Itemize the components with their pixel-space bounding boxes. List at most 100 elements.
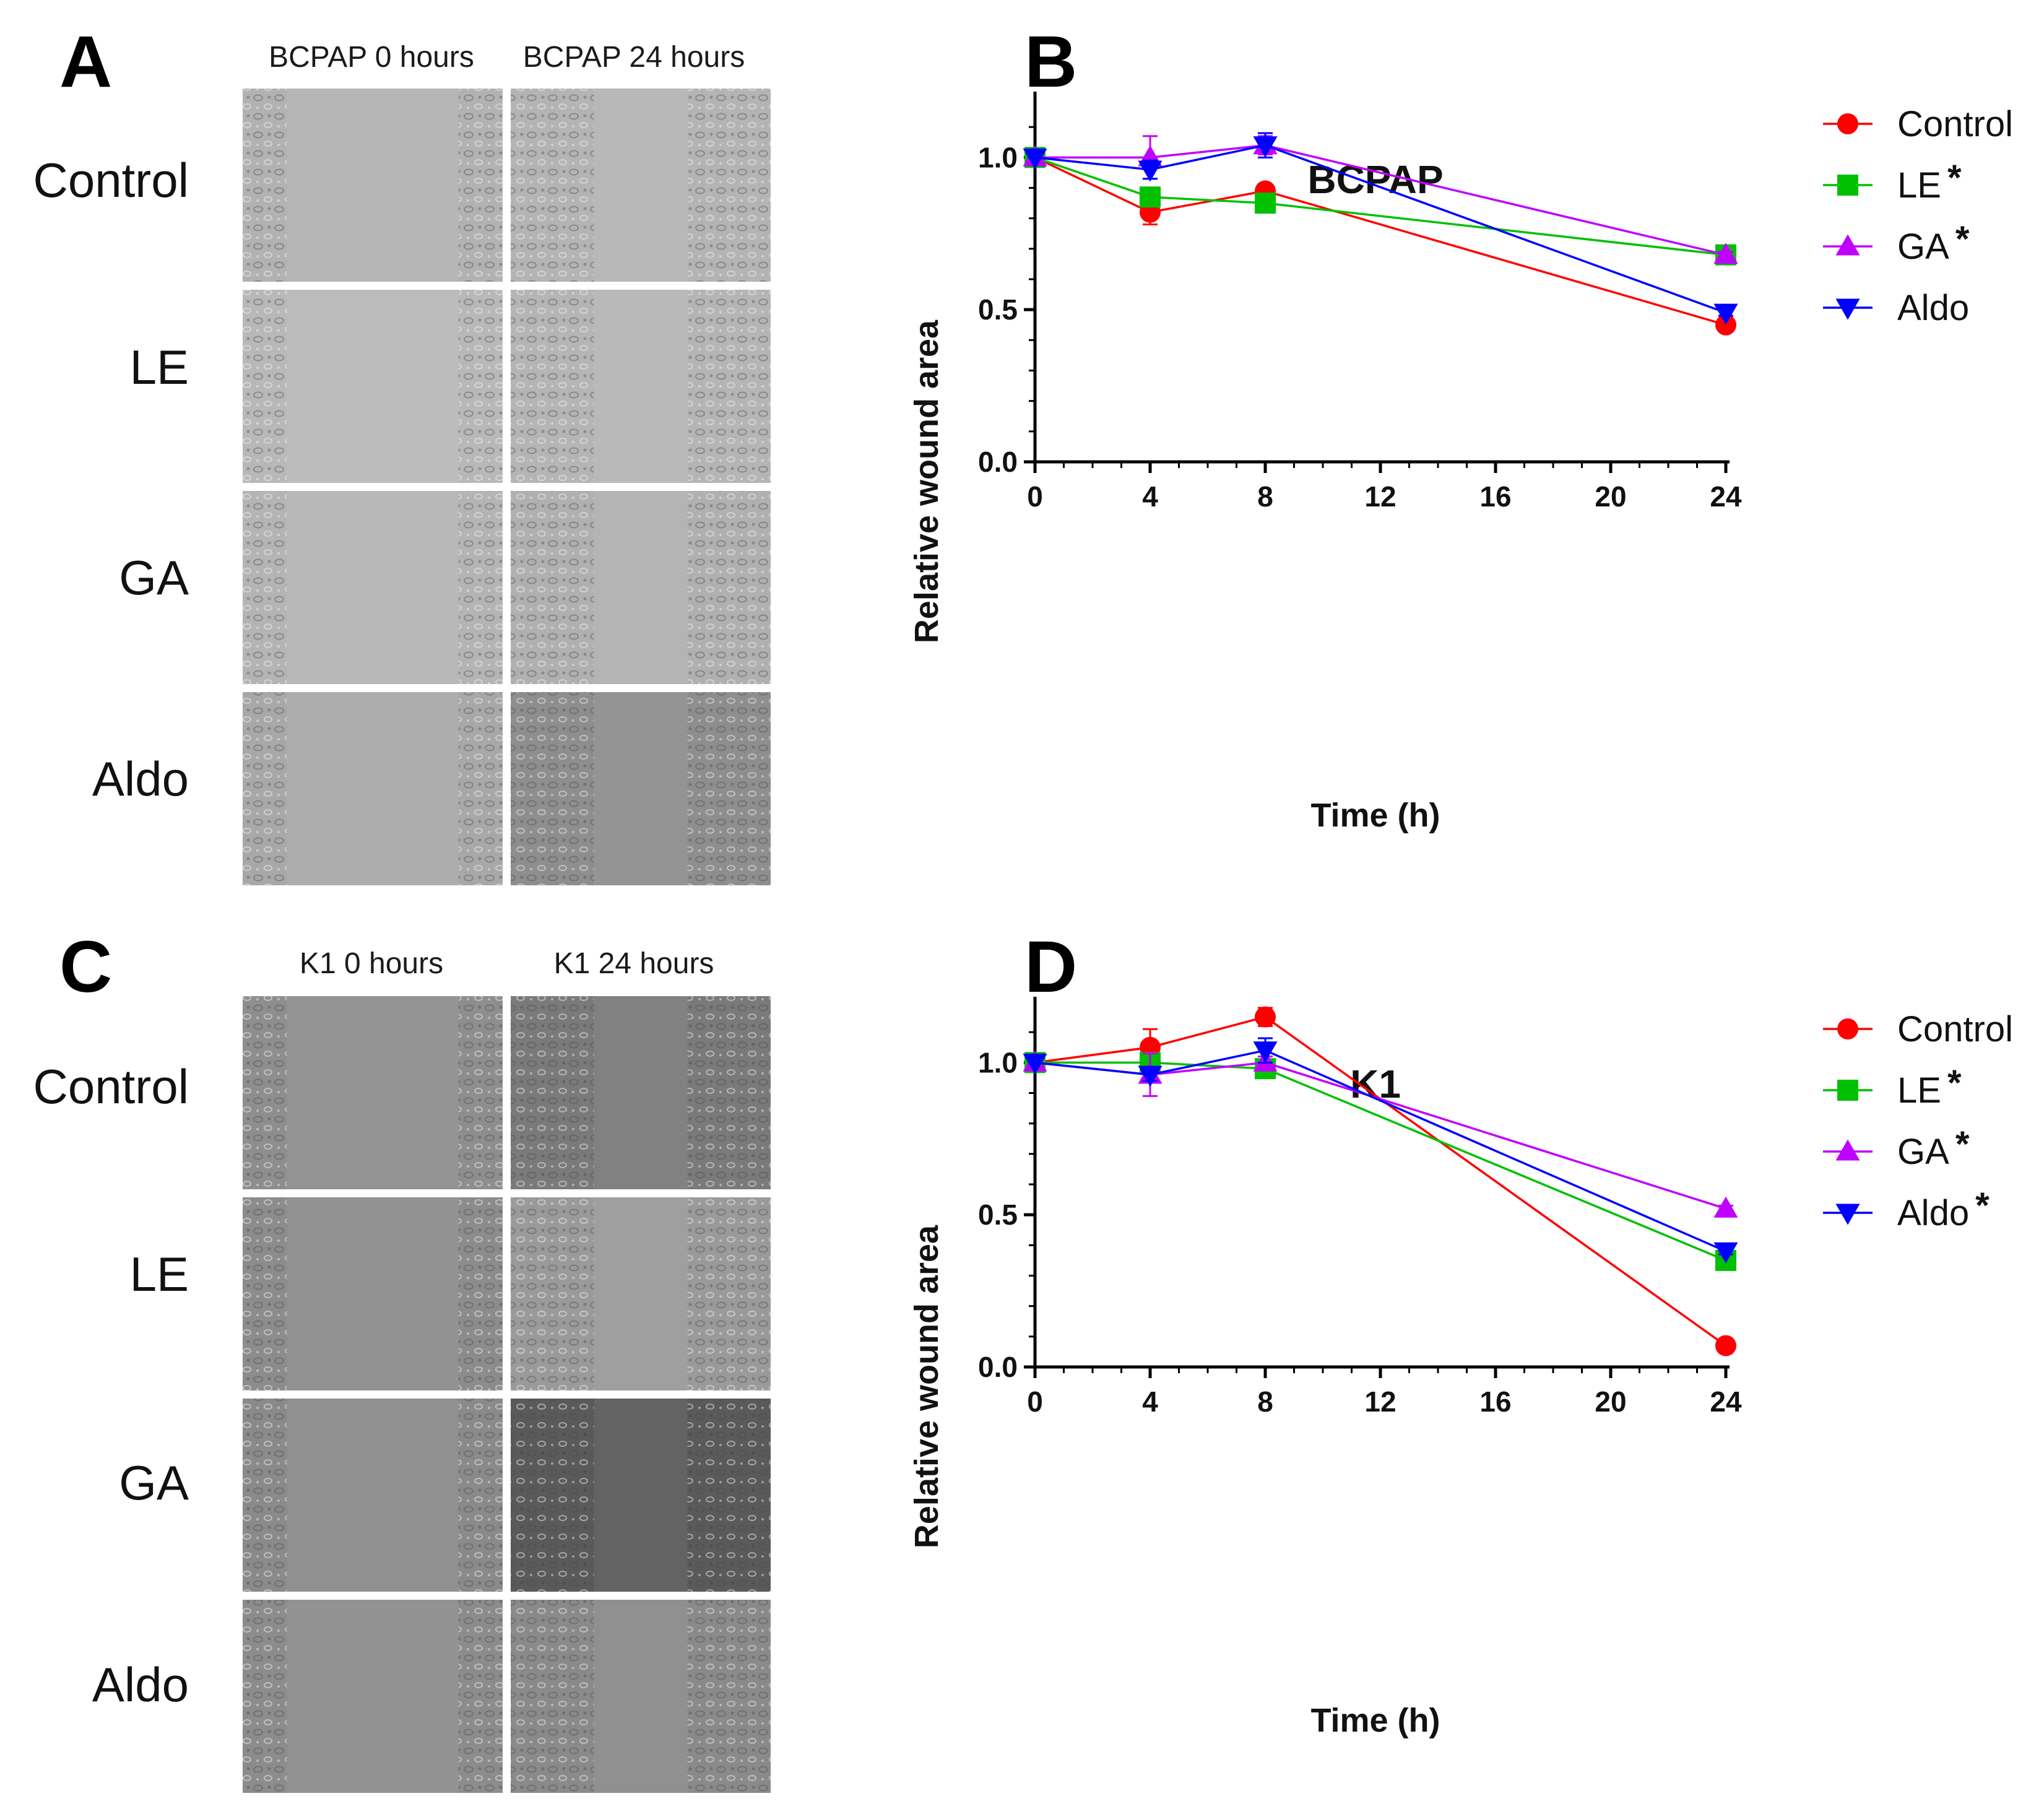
chart-d-xtick-label: 0 bbox=[1027, 1386, 1043, 1418]
legend-label-ga: GA bbox=[1897, 227, 1949, 267]
chart-b-xtick-label: 20 bbox=[1595, 480, 1626, 513]
chart-d-ytick-label: 0.0 bbox=[978, 1351, 1018, 1383]
chart-d-point-aldo bbox=[1713, 1242, 1738, 1264]
legend-marker-le bbox=[1837, 175, 1858, 196]
panel-a-micrograph-grid bbox=[243, 89, 771, 885]
panel-c-letter: C bbox=[59, 926, 112, 1008]
chart-b-xtick-label: 4 bbox=[1142, 480, 1158, 513]
legend-marker-ga bbox=[1835, 234, 1860, 256]
legend-item-b-control: Control bbox=[1823, 104, 2013, 144]
chart-b-ylabel: Relative wound area bbox=[908, 319, 945, 643]
panel-a-col-header-0h: BCPAP 0 hours bbox=[269, 41, 474, 74]
panel-c-micrograph-grid bbox=[243, 996, 771, 1793]
micrograph-a-ga-24h bbox=[511, 491, 771, 684]
micrograph-c-ga-0h bbox=[243, 1399, 503, 1592]
chart-d-line-control bbox=[1034, 1015, 1727, 1347]
chart-b-point-aldo bbox=[1138, 160, 1163, 182]
chart-d-xtick-label: 4 bbox=[1142, 1386, 1158, 1418]
chart-b-line-control bbox=[1034, 156, 1726, 326]
chart-b-title: BCPAP bbox=[1307, 157, 1443, 202]
chart-d-ytick-label: 0.5 bbox=[978, 1199, 1018, 1231]
micrograph-c-le-0h bbox=[243, 1197, 503, 1390]
chart-d-point-control bbox=[1255, 1006, 1276, 1028]
chart-b-point-aldo bbox=[1713, 303, 1738, 325]
legend-significance-star-ga: * bbox=[1955, 1124, 1970, 1165]
chart-b-ytick-label: 1.0 bbox=[978, 141, 1018, 173]
chart-b-point-aldo bbox=[1023, 148, 1047, 170]
chart-d-xtick-label: 12 bbox=[1364, 1386, 1396, 1418]
micrograph-a-le-24h bbox=[511, 290, 771, 483]
legend-item-d-ga: GA * bbox=[1823, 1124, 1970, 1172]
micrograph-c-le-24h bbox=[511, 1197, 771, 1390]
panel-c-col-header-0h: K1 0 hours bbox=[300, 947, 443, 980]
chart-b-xtick-label: 24 bbox=[1710, 480, 1742, 513]
panel-c-row-label-aldo: Aldo bbox=[92, 1657, 189, 1712]
legend-significance-star-le: * bbox=[1947, 158, 1962, 198]
chart-d: 0.0 0.5 1.0 0 4 8 12 16 20 24 bbox=[978, 997, 1742, 1418]
micrograph-a-aldo-0h bbox=[243, 692, 503, 885]
legend-item-b-aldo: Aldo bbox=[1823, 288, 1969, 328]
legend-label-ga: GA bbox=[1897, 1132, 1949, 1172]
chart-d-xtick-label: 16 bbox=[1479, 1386, 1511, 1418]
panel-d-letter: D bbox=[1024, 926, 1077, 1008]
chart-b-line-ga bbox=[1035, 144, 1726, 256]
panel-a-col-header-24h: BCPAP 24 hours bbox=[523, 41, 745, 74]
chart-d-series-control bbox=[1024, 1006, 1736, 1356]
legend-item-d-control: Control bbox=[1823, 1009, 2013, 1049]
panel-c: C K1 0 hours K1 24 hours Control LE GA A… bbox=[33, 926, 771, 1793]
legend-significance-star-ga: * bbox=[1955, 219, 1970, 259]
micrograph-c-aldo-0h bbox=[243, 1600, 503, 1793]
panel-b: B BCPAP Time (h) Relative wound area 0.0… bbox=[908, 21, 2013, 834]
legend-marker-aldo bbox=[1835, 298, 1860, 320]
chart-b-xtick-label: 8 bbox=[1257, 480, 1273, 513]
panel-a: A BCPAP 0 hours BCPAP 24 hours Control L… bbox=[33, 21, 771, 885]
legend-label-le: LE bbox=[1897, 165, 1941, 206]
chart-d-xlabel: Time (h) bbox=[1310, 1702, 1440, 1739]
legend-item-d-aldo: Aldo * bbox=[1823, 1186, 1990, 1233]
chart-d-xtick-label: 8 bbox=[1257, 1386, 1273, 1418]
panel-a-row-label-le: LE bbox=[130, 340, 189, 394]
chart-d-point-aldo bbox=[1138, 1065, 1163, 1087]
chart-b-line-aldo bbox=[1034, 144, 1726, 314]
legend-item-d-le: LE * bbox=[1823, 1063, 1962, 1111]
legend-marker-control bbox=[1837, 113, 1858, 134]
micrograph-c-ga-24h bbox=[511, 1399, 771, 1592]
panel-c-row-label-le: LE bbox=[130, 1247, 189, 1301]
legend-marker-le bbox=[1837, 1080, 1858, 1101]
chart-b-ytick-label: 0.5 bbox=[978, 293, 1018, 326]
chart-b-point-le bbox=[1255, 193, 1276, 214]
chart-d-line-aldo bbox=[1034, 1049, 1726, 1252]
micrograph-a-aldo-24h bbox=[511, 692, 771, 885]
micrograph-a-le-0h bbox=[243, 290, 503, 483]
chart-d-ytick-label: 1.0 bbox=[978, 1046, 1018, 1078]
chart-b-xtick-label: 12 bbox=[1364, 480, 1396, 513]
legend-marker-ga bbox=[1835, 1139, 1860, 1161]
panel-c-row-label-control: Control bbox=[33, 1059, 189, 1114]
legend-marker-aldo bbox=[1835, 1204, 1860, 1225]
chart-b-series-aldo bbox=[1023, 132, 1738, 325]
chart-b-point-aldo bbox=[1253, 136, 1278, 158]
chart-b: 0.0 0.5 1.0 0 4 8 12 16 20 24 bbox=[978, 92, 1742, 513]
chart-d-series-aldo bbox=[1023, 1037, 1738, 1264]
panel-c-row-label-ga: GA bbox=[119, 1455, 189, 1510]
legend-label-control: Control bbox=[1897, 1009, 2013, 1049]
chart-d-xtick-label: 24 bbox=[1710, 1386, 1742, 1418]
chart-d-point-ga bbox=[1713, 1196, 1738, 1218]
legend-label-aldo: Aldo bbox=[1897, 1193, 1969, 1233]
panel-a-row-label-aldo: Aldo bbox=[92, 752, 189, 806]
chart-d-ylabel: Relative wound area bbox=[908, 1225, 945, 1548]
chart-d-line-le bbox=[1035, 1061, 1726, 1262]
legend-label-aldo: Aldo bbox=[1897, 288, 1969, 328]
chart-b-point-le bbox=[1140, 186, 1161, 208]
micrograph-a-control-24h bbox=[511, 89, 771, 282]
panel-c-col-header-24h: K1 24 hours bbox=[554, 947, 714, 980]
legend-significance-star-le: * bbox=[1947, 1063, 1962, 1103]
chart-b-ytick-label: 0.0 bbox=[978, 446, 1018, 478]
chart-b-xtick-label: 0 bbox=[1027, 480, 1043, 513]
chart-d-point-aldo bbox=[1023, 1053, 1047, 1075]
legend-marker-control bbox=[1837, 1018, 1858, 1039]
chart-b-xlabel: Time (h) bbox=[1310, 797, 1440, 834]
legend-item-b-ga: GA * bbox=[1823, 219, 1970, 267]
